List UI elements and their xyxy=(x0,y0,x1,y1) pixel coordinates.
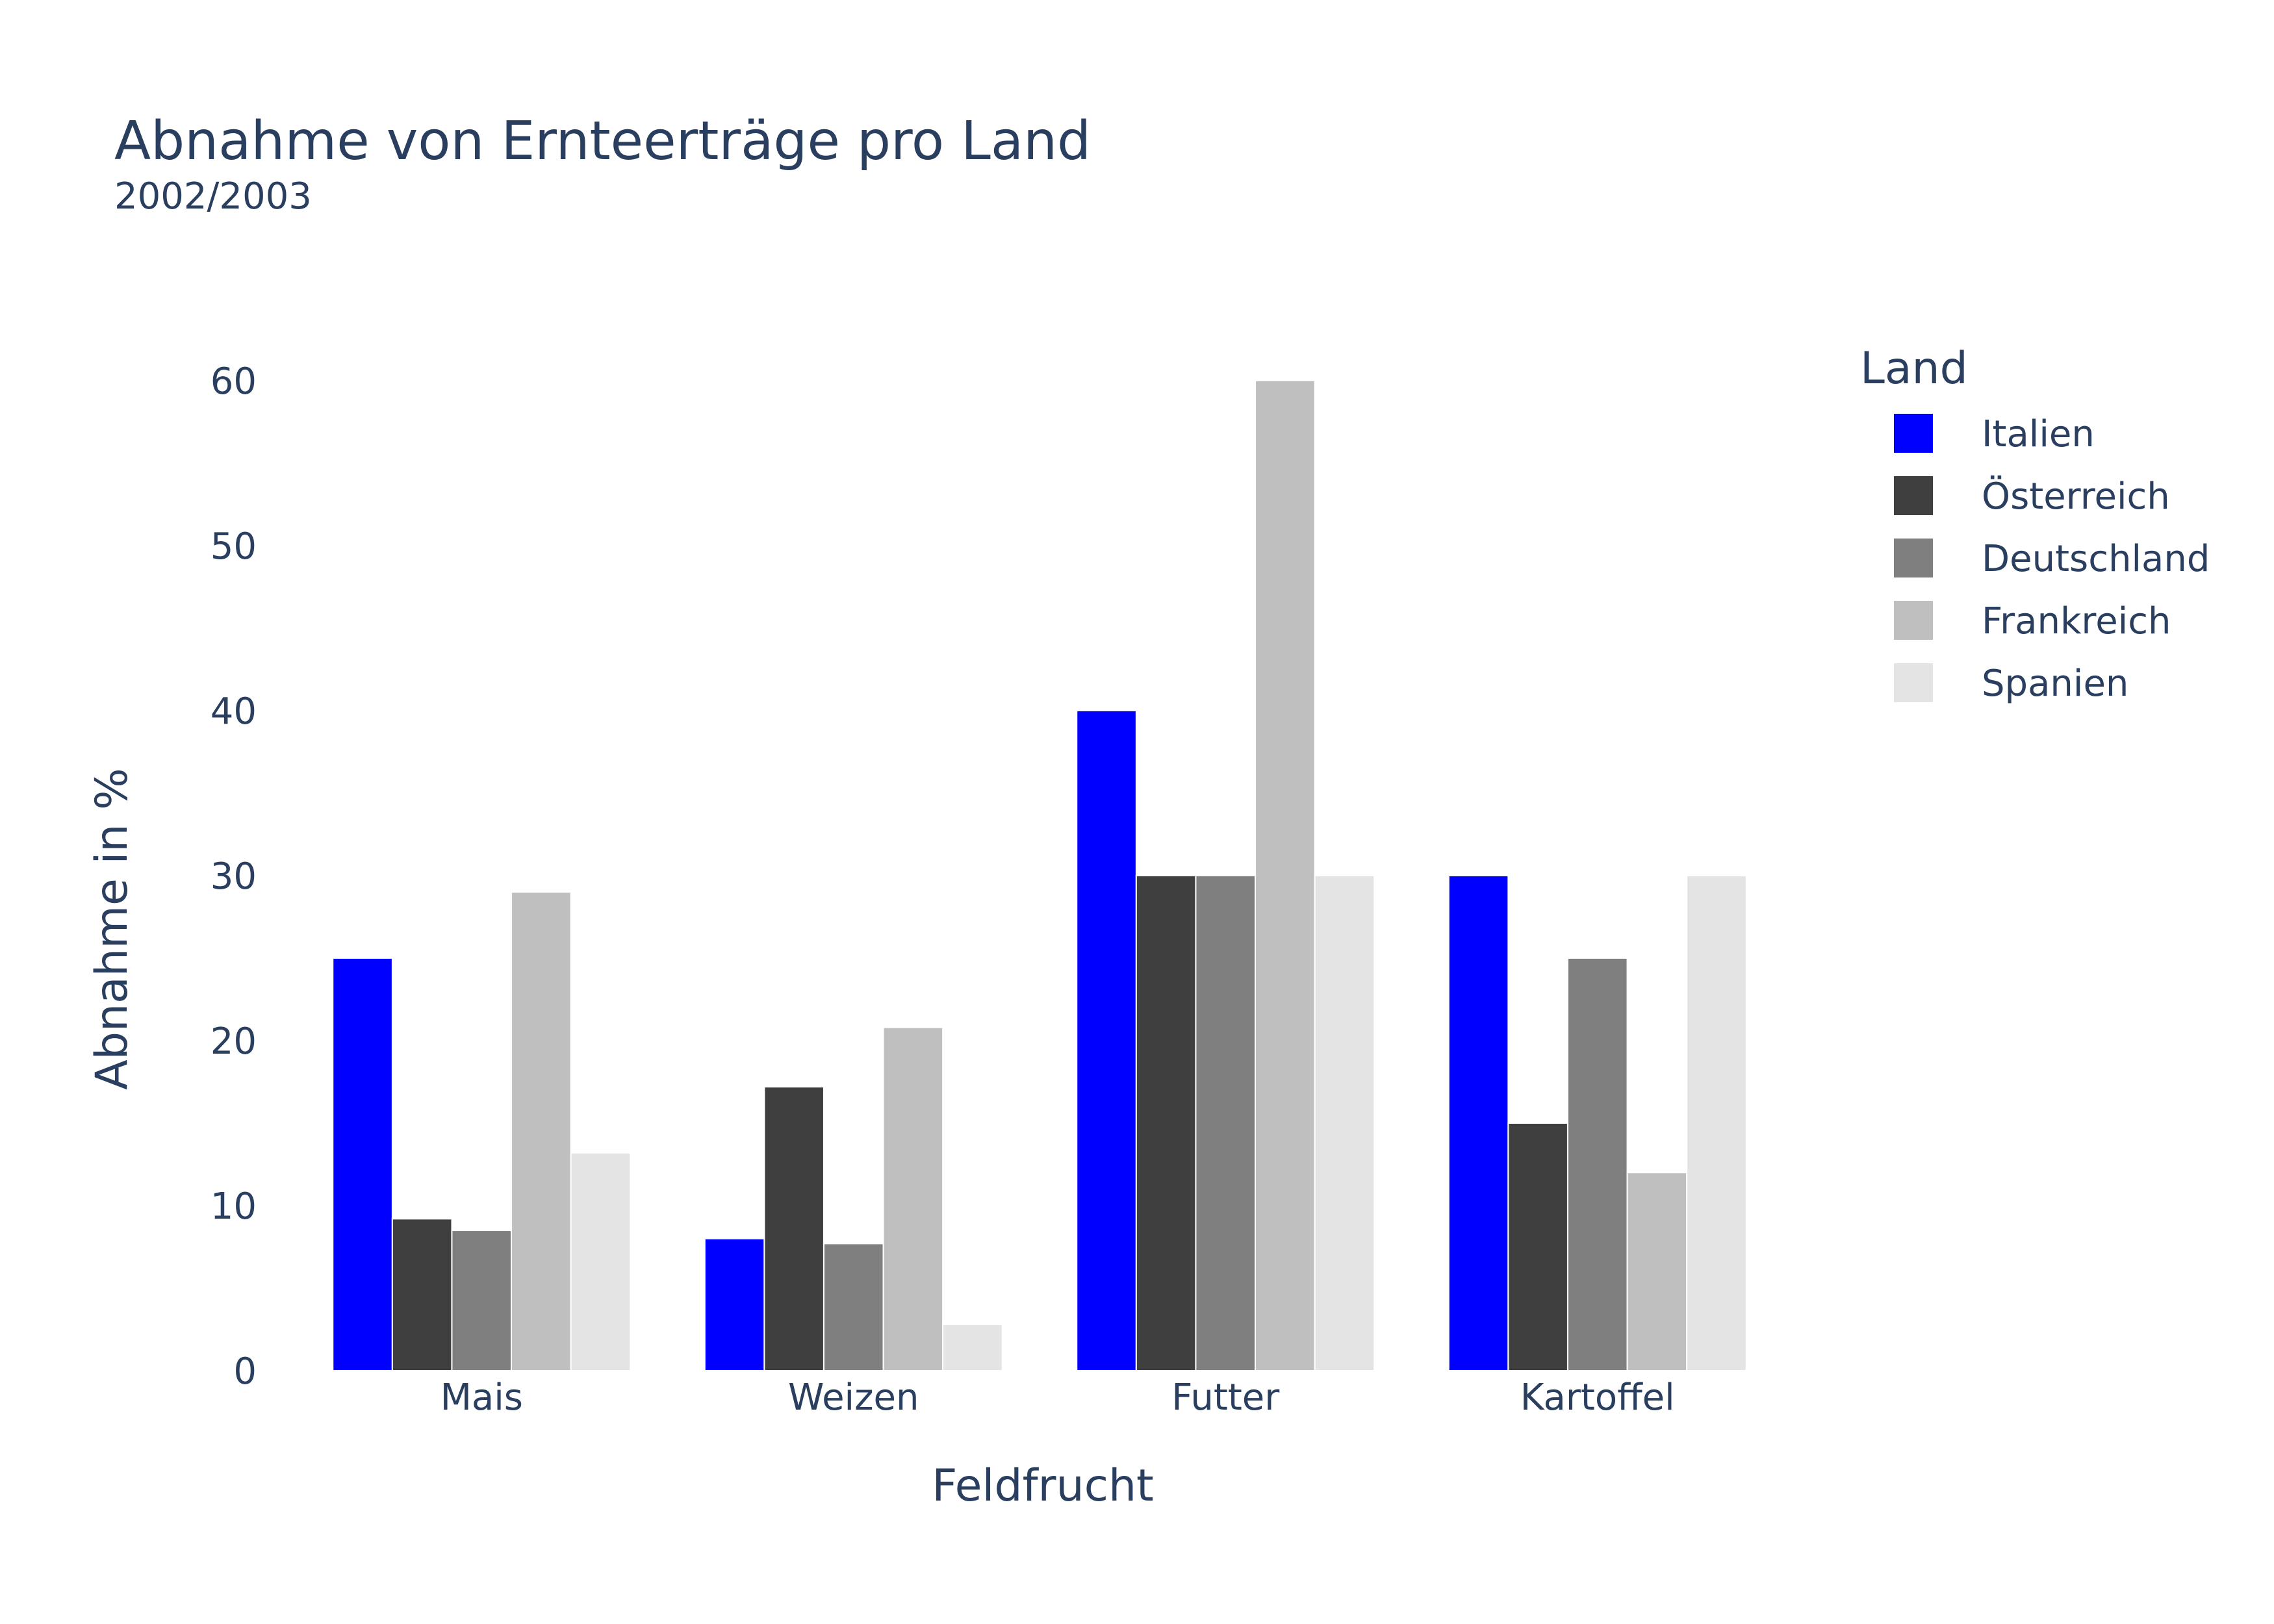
x-axis-label: Feldfrucht xyxy=(932,1460,1153,1512)
bars xyxy=(332,379,1747,1372)
bar-mais-0 xyxy=(332,957,393,1371)
bar-kartoffel-4 xyxy=(1686,874,1747,1371)
legend: Land Italien Österreich Deutschland Frankre… xyxy=(1860,343,2210,705)
bar-kartoffel-1 xyxy=(1507,1122,1568,1372)
bar-kartoffel-2 xyxy=(1566,957,1628,1371)
x-axis-ticks: Mais Weizen Futter Kartoffel xyxy=(441,1377,1675,1419)
y-axis-ticks: 0 10 20 30 40 50 60 xyxy=(211,361,257,1393)
y-tick-label: 60 xyxy=(211,361,257,403)
bar-mais-1 xyxy=(391,1218,453,1371)
bar-weizen-0 xyxy=(704,1237,765,1371)
legend-swatch xyxy=(1894,663,1933,702)
bar-mais-4 xyxy=(570,1152,632,1371)
legend-swatch xyxy=(1894,476,1933,515)
y-tick-label: 30 xyxy=(211,856,257,898)
y-tick-label: 40 xyxy=(211,691,257,733)
legend-swatch xyxy=(1894,414,1933,453)
legend-title: Land xyxy=(1860,343,1968,394)
chart-title: Abnahme von Ernteerträge pro Land xyxy=(114,110,1091,172)
legend-swatch xyxy=(1894,601,1933,640)
bar-mais-3 xyxy=(511,891,572,1371)
bar-futter-2 xyxy=(1195,874,1257,1371)
legend-label[interactable]: Italien xyxy=(1982,413,2095,455)
y-tick-label: 10 xyxy=(211,1186,257,1228)
bar-kartoffel-0 xyxy=(1448,874,1509,1371)
y-tick-label: 20 xyxy=(211,1021,257,1063)
legend-label[interactable]: Österreich xyxy=(1982,476,2170,518)
bar-weizen-4 xyxy=(942,1323,1003,1372)
bar-weizen-1 xyxy=(763,1086,824,1372)
bar-futter-0 xyxy=(1076,709,1137,1371)
bar-weizen-2 xyxy=(823,1243,884,1371)
y-axis-label: Abnahme in % xyxy=(86,768,138,1089)
chart-subtitle: 2002/2003 xyxy=(114,175,312,218)
x-tick-label-mais: Mais xyxy=(441,1377,523,1419)
y-tick-label: 50 xyxy=(211,526,257,568)
legend-label[interactable]: Deutschland xyxy=(1982,538,2210,580)
bar-futter-3 xyxy=(1255,379,1316,1372)
bar-futter-1 xyxy=(1135,874,1197,1371)
y-tick-label: 0 xyxy=(233,1351,257,1393)
legend-label[interactable]: Spanien xyxy=(1982,663,2128,705)
bar-mais-2 xyxy=(451,1230,513,1372)
x-tick-label-futter: Futter xyxy=(1171,1377,1280,1419)
legend-swatch xyxy=(1894,539,1933,577)
bar-weizen-3 xyxy=(882,1026,944,1371)
x-tick-label-kartoffel: Kartoffel xyxy=(1520,1377,1675,1419)
bar-futter-4 xyxy=(1314,874,1375,1371)
legend-label[interactable]: Frankreich xyxy=(1982,600,2171,642)
x-tick-label-weizen: Weizen xyxy=(788,1377,919,1419)
bar-kartoffel-3 xyxy=(1626,1172,1688,1371)
